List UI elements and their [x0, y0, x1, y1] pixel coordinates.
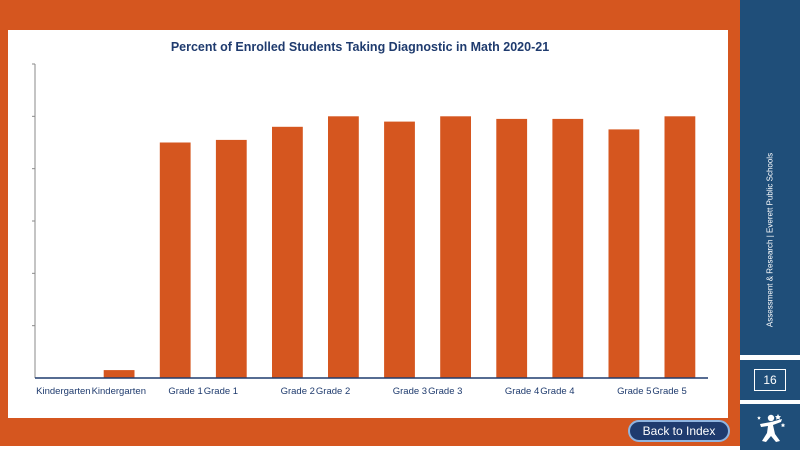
chart-panel: [8, 30, 728, 418]
bar: [215, 139, 247, 378]
x-tick-label: Grade 2: [281, 386, 315, 397]
x-tick-label: Grade 3: [428, 386, 462, 397]
sidebar: Assessment & Research | Everett Public S…: [740, 0, 800, 450]
x-tick-label: Grade 5: [652, 386, 686, 397]
bar: [272, 126, 303, 378]
bar: [328, 116, 359, 379]
x-tick-label: Grade 2: [316, 386, 350, 397]
x-tick-label: Grade 4: [540, 386, 574, 397]
bar: [552, 118, 584, 379]
bar: [496, 118, 528, 379]
bar: [440, 116, 471, 379]
page-number-box: 16: [740, 360, 800, 400]
x-tick-label: Grade 1: [168, 386, 202, 397]
bar: [608, 129, 640, 378]
bar: [103, 370, 135, 378]
x-tick-label: Grade 3: [393, 386, 427, 397]
page-number: 16: [754, 369, 786, 391]
bar: [664, 116, 696, 379]
bar: [159, 142, 191, 378]
x-tick-label: Kindergarten: [92, 386, 146, 397]
figure-logo-icon: [757, 414, 786, 442]
back-to-index-button[interactable]: Back to Index: [628, 420, 730, 442]
x-tick-label: Grade 5: [617, 386, 651, 397]
bar: [384, 121, 415, 378]
x-tick-label: Grade 4: [505, 386, 539, 397]
x-tick-label: Kindergarten: [36, 386, 90, 397]
x-tick-label: Grade 1: [204, 386, 238, 397]
sidebar-band: Assessment & Research | Everett Public S…: [740, 0, 800, 355]
bar-chart: Kindergarten Kindergarten Grade 1 Grade 1 Gr…: [32, 63, 708, 397]
logo-box: [740, 404, 800, 450]
bottom-strip: [0, 446, 740, 450]
chart-title: Percent of Enrolled Students Taking Diag…: [170, 40, 550, 54]
sidebar-caption: Assessment & Research | Everett Public S…: [765, 152, 775, 328]
